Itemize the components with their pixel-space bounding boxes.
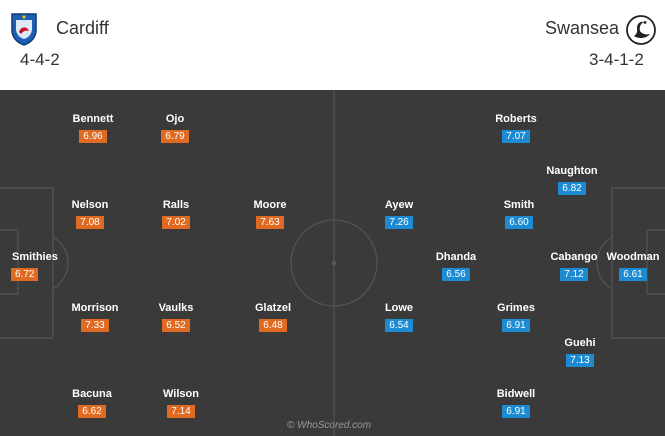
- player-name: Ojo: [165, 113, 185, 125]
- player-name: Glatzel: [254, 302, 292, 314]
- player-card-grimes[interactable]: Grimes 6.91: [471, 301, 561, 333]
- rating-badge: 6.62: [78, 405, 106, 418]
- home-formation: 4-4-2: [20, 50, 60, 69]
- player-name: Smith: [503, 199, 535, 211]
- player-card-bacuna[interactable]: Bacuna 6.62: [47, 387, 137, 419]
- player-name: Bennett: [72, 113, 114, 125]
- rating-badge: 6.60: [505, 216, 533, 229]
- away-team-name: Swansea: [545, 18, 620, 38]
- player-name: Cabango: [550, 251, 598, 263]
- rating-badge: 7.13: [566, 354, 594, 367]
- rating-badge: 7.63: [256, 216, 284, 229]
- player-name: Naughton: [546, 165, 598, 177]
- rating-badge: 6.61: [619, 268, 647, 281]
- player-card-nelson[interactable]: Nelson 7.08: [45, 198, 135, 230]
- rating-badge: 7.33: [81, 319, 109, 332]
- player-card-wilson[interactable]: Wilson 7.14: [136, 387, 226, 419]
- player-name: Lowe: [384, 302, 414, 314]
- rating-badge: 7.08: [76, 216, 104, 229]
- player-card-moore[interactable]: Moore 7.63: [225, 198, 315, 230]
- player-card-vaulks[interactable]: Vaulks 6.52: [131, 301, 221, 333]
- rating-badge: 6.48: [259, 319, 287, 332]
- player-card-bennett[interactable]: Bennett 6.96: [48, 112, 138, 144]
- player-card-cabango[interactable]: Cabango 7.12: [529, 250, 619, 282]
- rating-badge: 6.56: [442, 268, 470, 281]
- player-card-dhanda[interactable]: Dhanda 6.56: [411, 250, 501, 282]
- player-name: Ralls: [162, 199, 190, 211]
- pitch: Bennett 6.96 Ojo 6.79 Nelson 7.08 Ralls …: [0, 90, 665, 436]
- player-card-guehi[interactable]: Guehi 7.13: [535, 336, 625, 368]
- player-card-morrison[interactable]: Morrison 7.33: [50, 301, 140, 333]
- player-card-smithies[interactable]: Smithies 6.72: [0, 250, 80, 282]
- player-name: Moore: [253, 199, 287, 211]
- rating-badge: 7.12: [560, 268, 588, 281]
- player-card-ojo[interactable]: Ojo 6.79: [130, 112, 220, 144]
- rating-badge: 7.26: [385, 216, 413, 229]
- rating-badge: 6.72: [11, 268, 39, 281]
- player-card-ayew[interactable]: Ayew 7.26: [354, 198, 444, 230]
- player-name: Roberts: [495, 113, 537, 125]
- pitch-markings: [0, 90, 665, 436]
- rating-badge: 6.82: [558, 182, 586, 195]
- player-name: Dhanda: [435, 251, 477, 263]
- rating-badge: 6.96: [79, 130, 107, 143]
- watermark: © WhoScored.com: [287, 420, 372, 431]
- player-card-smith[interactable]: Smith 6.60: [474, 198, 564, 230]
- player-name: Morrison: [71, 302, 119, 314]
- home-team-name: Cardiff: [56, 18, 109, 38]
- rating-badge: 6.54: [385, 319, 413, 332]
- match-header: Cardiff 4-4-2 Swansea 3-4-1-2: [0, 0, 665, 90]
- player-card-bidwell[interactable]: Bidwell 6.91: [471, 387, 561, 419]
- player-name: Ayew: [384, 199, 414, 211]
- swansea-swan-crest-icon: [626, 15, 656, 45]
- player-name: Grimes: [497, 302, 535, 314]
- player-card-ralls[interactable]: Ralls 7.02: [131, 198, 221, 230]
- player-name: Smithies: [12, 251, 58, 263]
- player-card-roberts[interactable]: Roberts 7.07: [471, 112, 561, 144]
- player-name: Guehi: [564, 337, 596, 349]
- cardiff-crest-icon: [11, 13, 37, 46]
- rating-badge: 6.91: [502, 319, 530, 332]
- player-name: Vaulks: [158, 302, 194, 314]
- player-name: Bidwell: [496, 388, 536, 400]
- player-name: Bacuna: [72, 388, 112, 400]
- rating-badge: 7.14: [167, 405, 195, 418]
- player-card-lowe[interactable]: Lowe 6.54: [354, 301, 444, 333]
- rating-badge: 6.79: [161, 130, 189, 143]
- rating-badge: 7.02: [162, 216, 190, 229]
- rating-badge: 6.91: [502, 405, 530, 418]
- rating-badge: 7.07: [502, 130, 530, 143]
- player-name: Wilson: [163, 388, 199, 400]
- away-formation: 3-4-1-2: [589, 50, 644, 69]
- player-card-glatzel[interactable]: Glatzel 6.48: [228, 301, 318, 333]
- player-name: Nelson: [71, 199, 109, 211]
- player-card-woodman[interactable]: Woodman 6.61: [601, 250, 665, 282]
- player-card-naughton[interactable]: Naughton 6.82: [527, 164, 617, 196]
- rating-badge: 6.52: [162, 319, 190, 332]
- player-name: Woodman: [606, 251, 660, 263]
